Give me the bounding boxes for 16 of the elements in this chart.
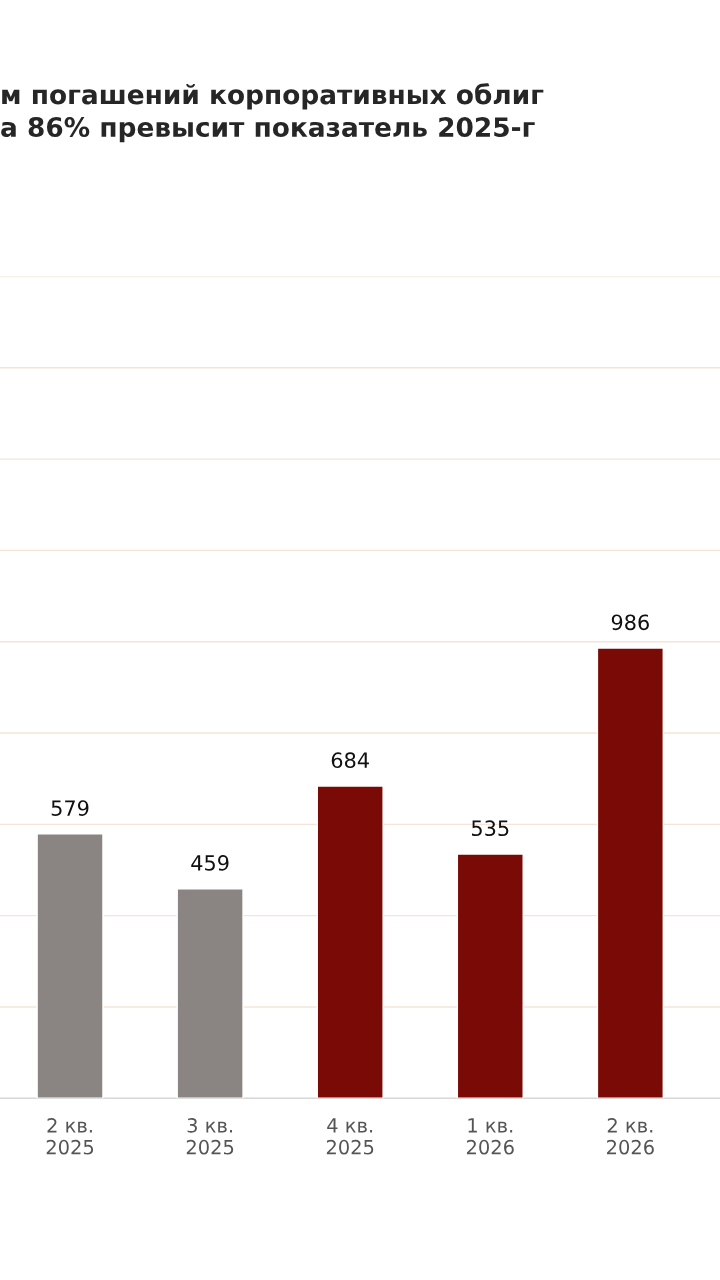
bar bbox=[456, 853, 524, 1099]
data-label: 684 bbox=[331, 752, 369, 769]
bar bbox=[596, 647, 664, 1099]
bar bbox=[36, 833, 104, 1099]
x-tick-label: 1 кв. 2026 bbox=[466, 1118, 514, 1155]
chart-title: м погашений корпоративных облиг а 86% превысит показатель 2025-г bbox=[1, 83, 544, 143]
x-tick-label: 4 кв. 2025 bbox=[326, 1118, 374, 1155]
x-tick-label: 2 кв. 2026 bbox=[607, 1118, 654, 1155]
data-label: 459 bbox=[191, 855, 229, 871]
data-label: 579 bbox=[51, 800, 89, 816]
data-label: 986 bbox=[611, 614, 649, 631]
x-tick-label: 2 кв. 2025 bbox=[46, 1118, 94, 1155]
bar bbox=[316, 785, 384, 1099]
bar bbox=[176, 887, 244, 1099]
data-label: 535 bbox=[472, 820, 509, 837]
x-tick-label: 3 кв. 2025 bbox=[186, 1118, 234, 1155]
